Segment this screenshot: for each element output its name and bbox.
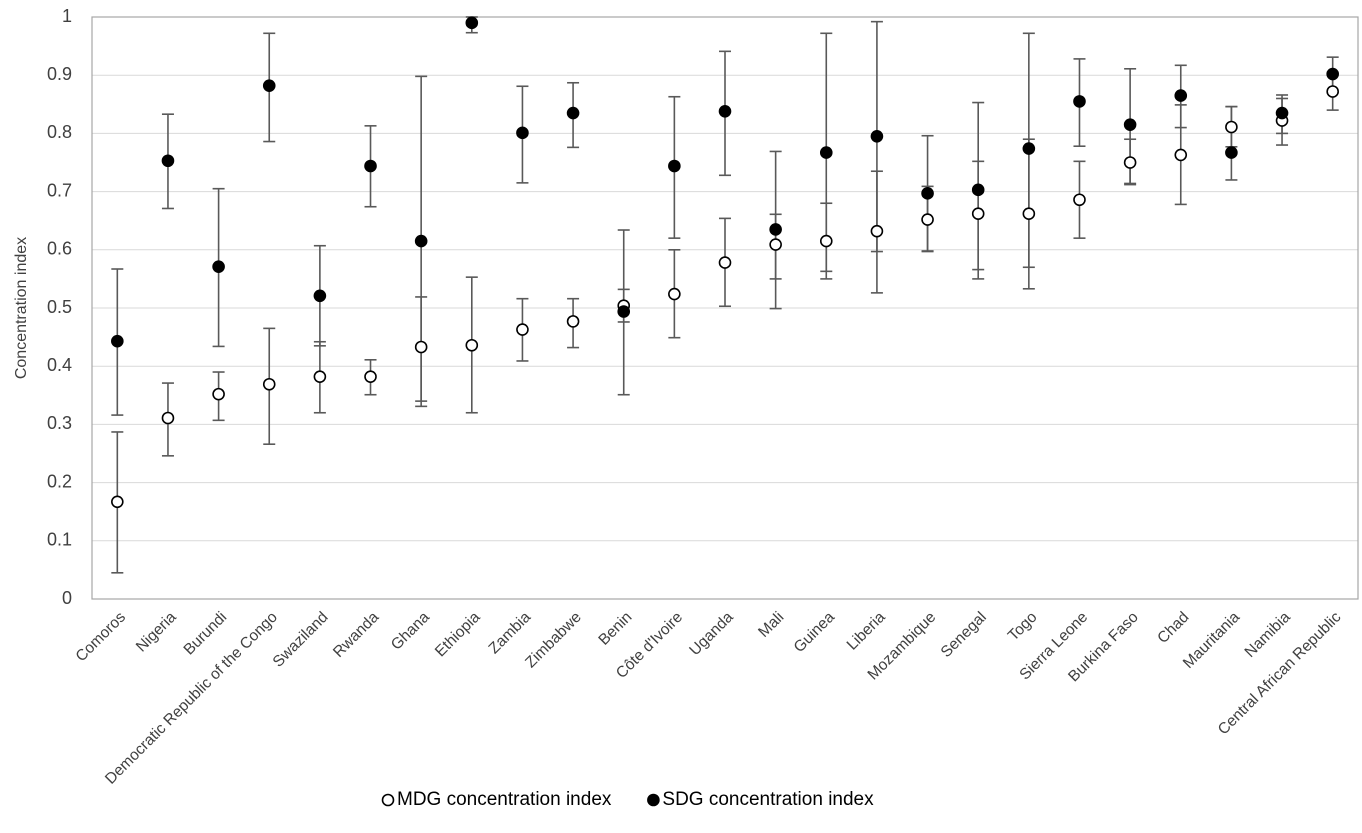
marker	[1174, 148, 1188, 162]
y-tick-label: 0.1	[47, 530, 72, 550]
marker	[769, 238, 782, 251]
marker	[870, 224, 884, 238]
x-tick-label: Comoros	[73, 609, 130, 666]
marker	[516, 126, 529, 140]
marker	[1225, 120, 1238, 134]
marker	[819, 234, 833, 248]
marker	[668, 159, 681, 173]
marker	[465, 338, 479, 352]
y-axis-label: Concentration index	[13, 237, 30, 379]
marker	[161, 154, 175, 168]
x-tick-label: Ghana	[388, 608, 433, 653]
plot-border	[91, 16, 1359, 600]
marker	[566, 315, 580, 328]
y-tick-label: 0.2	[47, 471, 72, 491]
x-tick-label: Ethiopia	[432, 608, 484, 660]
marker	[921, 213, 934, 226]
legend-marker	[647, 793, 660, 807]
y-tick-label: 0.9	[47, 64, 72, 84]
marker	[718, 104, 732, 118]
marker	[769, 223, 782, 236]
marker	[870, 130, 884, 143]
marker	[313, 289, 327, 303]
x-tick-label: Zambia	[486, 608, 535, 657]
y-tick-label: 1	[62, 6, 72, 26]
marker	[161, 411, 175, 425]
marker	[1326, 85, 1339, 98]
marker	[1022, 207, 1036, 221]
marker	[819, 146, 833, 159]
marker	[668, 287, 681, 301]
marker	[1275, 106, 1289, 120]
marker	[313, 370, 327, 383]
marker	[1022, 142, 1036, 155]
y-tick-label: 0	[62, 588, 72, 608]
x-tick-label: Guinea	[791, 608, 839, 656]
marker	[1123, 118, 1137, 131]
x-tick-label: Senegal	[938, 609, 990, 661]
marker	[516, 323, 529, 336]
x-tick-label: Benin	[595, 609, 635, 649]
marker	[465, 16, 479, 30]
x-tick-label: Swaziland	[270, 609, 332, 671]
x-tick-label: Togo	[1005, 609, 1041, 645]
marker	[971, 207, 985, 221]
y-tick-label: 0.4	[47, 355, 72, 375]
marker	[971, 183, 985, 197]
y-tick-label: 0.3	[47, 413, 72, 433]
marker	[212, 260, 225, 273]
marker	[212, 387, 225, 401]
y-tick-label: 0.5	[47, 297, 72, 317]
y-tick-label: 0.6	[47, 239, 72, 259]
y-tick-label: 0.7	[47, 180, 72, 200]
x-tick-label: Uganda	[686, 608, 737, 659]
marker	[617, 305, 631, 318]
x-tick-label: Rwanda	[330, 608, 383, 661]
marker	[921, 187, 934, 200]
marker	[414, 340, 428, 354]
marker	[1326, 67, 1339, 81]
marker	[111, 495, 124, 509]
x-tick-label: Burundi	[181, 609, 231, 659]
marker	[1073, 95, 1086, 108]
x-tick-label: Namibia	[1242, 608, 1294, 660]
marker	[414, 234, 428, 248]
legend-label: SDG concentration index	[662, 789, 874, 810]
marker	[364, 159, 377, 173]
x-tick-label: Mali	[755, 609, 787, 641]
legend-label: MDG concentration index	[397, 789, 612, 810]
marker	[262, 377, 276, 391]
marker	[566, 106, 580, 120]
marker	[1174, 89, 1188, 102]
marker	[111, 334, 124, 348]
marker	[262, 79, 276, 92]
marker	[364, 370, 377, 383]
y-tick-label: 0.8	[47, 122, 72, 142]
x-tick-label: Nigeria	[133, 608, 180, 655]
marker	[1123, 156, 1137, 169]
x-tick-label: Zimbabwe	[522, 609, 585, 672]
marker	[718, 256, 732, 269]
x-tick-label: Chad	[1154, 609, 1192, 647]
marker	[1073, 193, 1086, 207]
x-tick-label: Liberia	[844, 608, 889, 653]
marker	[1225, 146, 1238, 159]
legend-marker	[381, 793, 395, 807]
